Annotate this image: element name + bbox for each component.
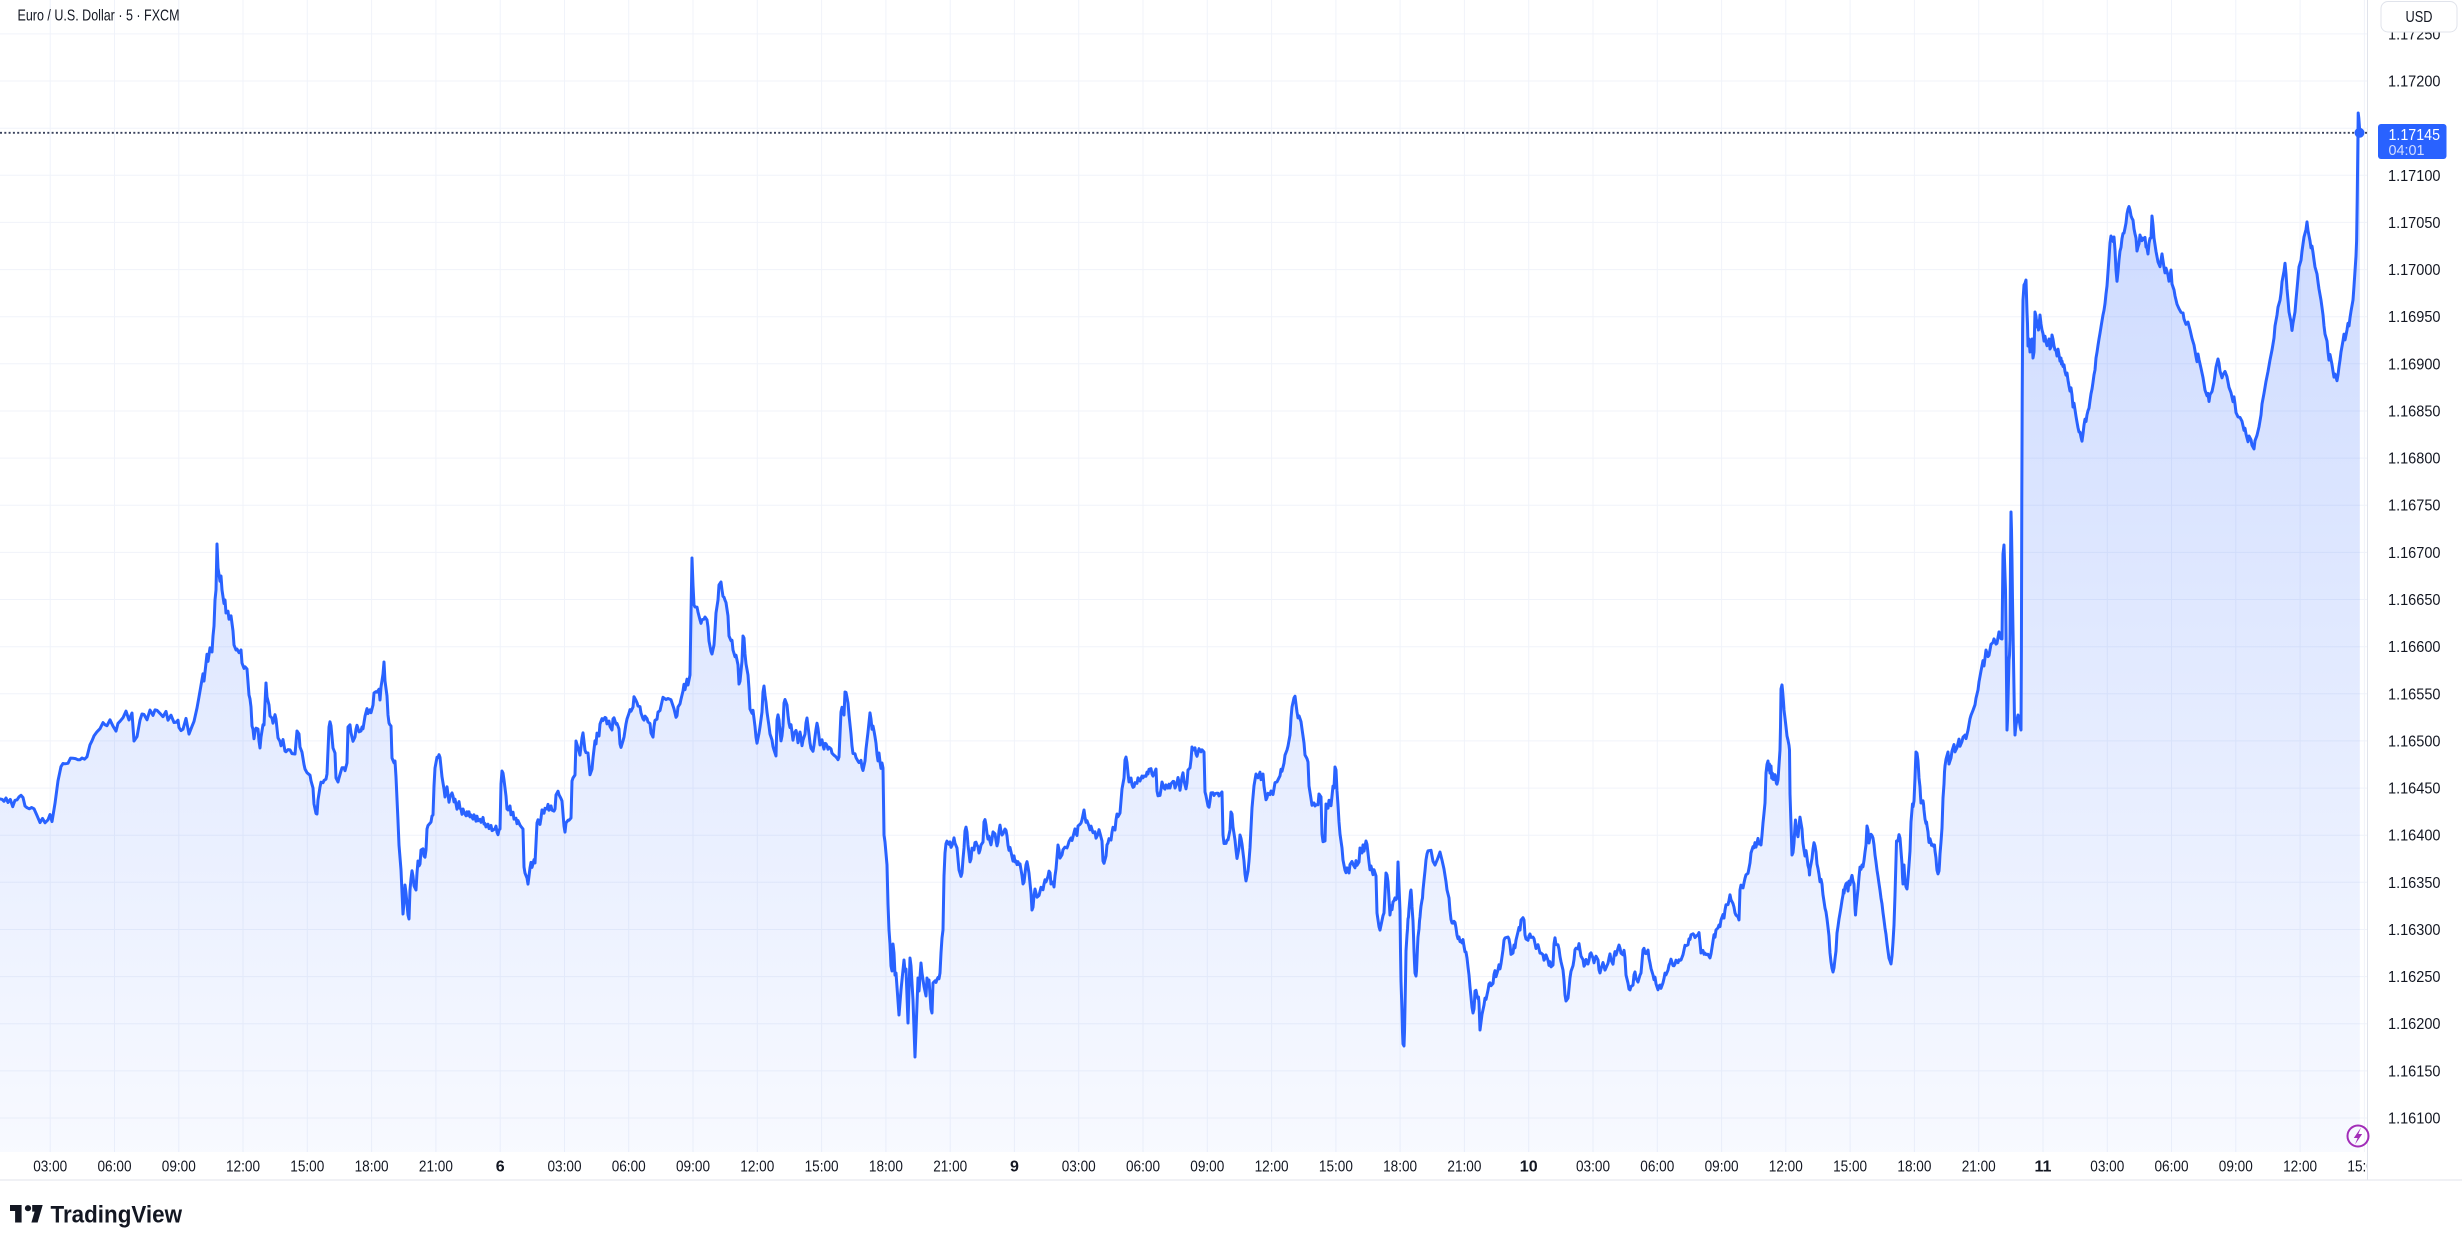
svg-text:1.16700: 1.16700	[2388, 545, 2441, 562]
svg-text:1.16500: 1.16500	[2388, 733, 2441, 750]
svg-text:06:00: 06:00	[2155, 1159, 2189, 1176]
svg-text:04:01: 04:01	[2389, 143, 2425, 159]
svg-text:11: 11	[2035, 1159, 2052, 1176]
svg-text:09:00: 09:00	[1705, 1159, 1739, 1176]
svg-text:10: 10	[1520, 1159, 1538, 1176]
svg-text:Euro / U.S. Dollar · 5 · FXCM: Euro / U.S. Dollar · 5 · FXCM	[18, 8, 180, 25]
svg-text:1.16150: 1.16150	[2388, 1063, 2441, 1080]
svg-text:06:00: 06:00	[612, 1159, 646, 1176]
svg-text:21:00: 21:00	[1447, 1159, 1481, 1176]
svg-text:1.16550: 1.16550	[2388, 686, 2441, 703]
svg-text:15:00: 15:00	[290, 1159, 324, 1176]
svg-text:21:00: 21:00	[933, 1159, 967, 1176]
svg-text:1.16400: 1.16400	[2388, 828, 2441, 845]
svg-text:18:00: 18:00	[869, 1159, 903, 1176]
svg-text:21:00: 21:00	[1962, 1159, 1996, 1176]
svg-text:1.16450: 1.16450	[2388, 781, 2441, 798]
svg-text:15:00: 15:00	[1833, 1159, 1867, 1176]
svg-text:1.16900: 1.16900	[2388, 356, 2441, 373]
svg-text:03:00: 03:00	[548, 1159, 582, 1176]
svg-text:1.16850: 1.16850	[2388, 404, 2441, 421]
svg-text:1.16200: 1.16200	[2388, 1016, 2441, 1033]
svg-text:1.16300: 1.16300	[2388, 922, 2441, 939]
svg-text:03:00: 03:00	[2090, 1159, 2124, 1176]
svg-text:1.17200: 1.17200	[2388, 74, 2441, 91]
svg-text:18:00: 18:00	[1897, 1159, 1931, 1176]
svg-text:12:00: 12:00	[740, 1159, 774, 1176]
svg-text:USD: USD	[2406, 9, 2433, 26]
svg-text:03:00: 03:00	[1062, 1159, 1096, 1176]
svg-text:12:00: 12:00	[2283, 1159, 2317, 1176]
svg-text:1.16650: 1.16650	[2388, 592, 2441, 609]
svg-text:1.16950: 1.16950	[2388, 309, 2441, 326]
svg-text:09:00: 09:00	[162, 1159, 196, 1176]
svg-text:06:00: 06:00	[1640, 1159, 1674, 1176]
svg-text:1.16600: 1.16600	[2388, 639, 2441, 656]
svg-text:6: 6	[496, 1159, 505, 1176]
svg-text:06:00: 06:00	[98, 1159, 132, 1176]
svg-text:1.17100: 1.17100	[2388, 168, 2441, 185]
svg-text:TradingView: TradingView	[51, 1202, 183, 1229]
svg-text:1.17000: 1.17000	[2388, 262, 2441, 279]
svg-text:9: 9	[1010, 1159, 1019, 1176]
svg-text:1.16750: 1.16750	[2388, 498, 2441, 515]
svg-text:09:00: 09:00	[2219, 1159, 2253, 1176]
svg-text:15:00: 15:00	[2347, 1159, 2381, 1176]
svg-text:1.16250: 1.16250	[2388, 969, 2441, 986]
svg-text:1.17050: 1.17050	[2388, 215, 2441, 232]
svg-text:09:00: 09:00	[676, 1159, 710, 1176]
svg-text:18:00: 18:00	[355, 1159, 389, 1176]
svg-text:06:00: 06:00	[1126, 1159, 1160, 1176]
svg-text:1.16100: 1.16100	[2388, 1111, 2441, 1128]
svg-text:12:00: 12:00	[1769, 1159, 1803, 1176]
svg-text:03:00: 03:00	[1576, 1159, 1610, 1176]
svg-text:12:00: 12:00	[226, 1159, 260, 1176]
svg-text:03:00: 03:00	[33, 1159, 67, 1176]
svg-text:21:00: 21:00	[419, 1159, 453, 1176]
svg-text:18:00: 18:00	[1383, 1159, 1417, 1176]
svg-text:09:00: 09:00	[1190, 1159, 1224, 1176]
svg-text:15:00: 15:00	[805, 1159, 839, 1176]
svg-text:1.16800: 1.16800	[2388, 451, 2441, 468]
svg-text:1.17145: 1.17145	[2389, 127, 2441, 144]
svg-text:1.16350: 1.16350	[2388, 875, 2441, 892]
svg-text:15:00: 15:00	[1319, 1159, 1353, 1176]
svg-text:12:00: 12:00	[1255, 1159, 1289, 1176]
